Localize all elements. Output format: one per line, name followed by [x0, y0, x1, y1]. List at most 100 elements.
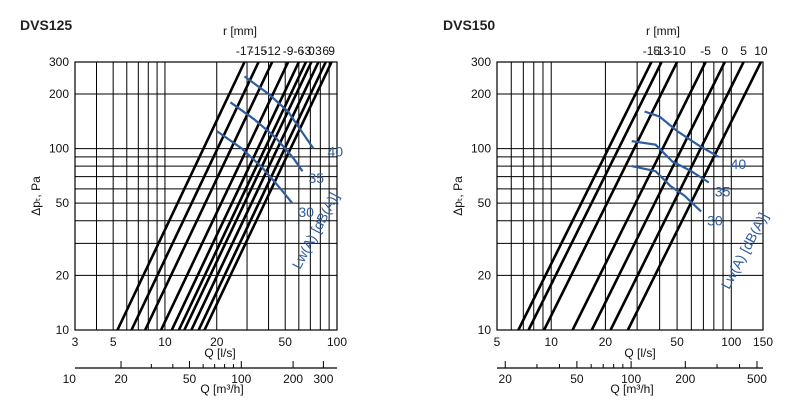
sound-curve-40: [243, 75, 315, 150]
sound-curve-label: 30: [707, 212, 723, 228]
r-tick-labels: -15-13-10 -5 0 5 10: [643, 44, 768, 58]
sound-curve-label: 40: [327, 144, 343, 160]
x-axis-label: Q [l/s]: [204, 346, 235, 360]
chart-title: DVS125: [20, 17, 72, 33]
y-tick-label: 200: [471, 87, 491, 101]
x2-tick-label: 100: [621, 372, 641, 386]
r-tick-label: -3: [301, 44, 312, 58]
r-axis-label: r [mm]: [223, 24, 257, 38]
secondary-x-axis: 20 50 100 200 500: [497, 361, 767, 386]
r-tick-label: -6: [293, 44, 304, 58]
r-line: [130, 62, 260, 330]
r-tick-label: -17: [236, 44, 254, 58]
x-tick-label: 10: [158, 335, 172, 349]
r-tick-label: -15: [250, 44, 268, 58]
plot-frame: [496, 61, 764, 331]
x2-tick-label: 10: [63, 372, 77, 386]
r-line: [143, 62, 274, 330]
r-line: [609, 62, 745, 330]
y-tick-labels: 10 20 50 100 200 300: [471, 55, 491, 337]
r-line: [197, 62, 327, 330]
x2-tick-label: 20: [114, 372, 128, 386]
y-tick-label: 10: [478, 323, 492, 337]
r-tick-label: 6: [322, 44, 329, 58]
damper-position-lines: [517, 62, 763, 330]
x-tick-labels: 5 10 20 50 100 150: [494, 335, 774, 349]
r-line: [183, 62, 313, 330]
y-tick-label: 50: [478, 196, 492, 210]
r-line: [571, 62, 707, 330]
y-tick-label: 200: [49, 87, 69, 101]
r-tick-label: 9: [328, 44, 335, 58]
secondary-x-axis: 10 20 50 100 200 300: [63, 361, 337, 386]
r-line: [203, 62, 333, 330]
sound-curve-label: 35: [308, 170, 324, 186]
x2-tick-label: 50: [570, 372, 584, 386]
x2-tick-label: 300: [313, 372, 333, 386]
y-axis-label: Δpₜ, Pa: [451, 176, 465, 216]
grid: [74, 61, 338, 331]
x2-tick-label: 200: [283, 372, 303, 386]
x2-tick-label: 100: [231, 372, 251, 386]
x-tick-label: 150: [753, 335, 773, 349]
r-tick-label: 0: [308, 44, 315, 58]
r-line: [177, 62, 308, 330]
y-tick-label: 300: [49, 55, 69, 69]
sound-curve-30: [216, 130, 294, 204]
r-line: [116, 62, 246, 330]
y-tick-labels: 10 20 50 100 200 300: [49, 55, 69, 337]
y-axis-label: Δpₜ, Pa: [29, 176, 43, 216]
x-tick-label: 5: [494, 335, 501, 349]
sound-curve-30: [631, 165, 702, 213]
x-tick-labels: 3 5 10 20 50 100: [72, 335, 348, 349]
y-tick-label: 50: [56, 196, 70, 210]
y-tick-label: 100: [49, 142, 69, 156]
r-line: [626, 62, 763, 330]
x2-axis-label: Q [m³/h]: [610, 382, 653, 396]
r-tick-label: 5: [740, 44, 747, 58]
r-tick-label: -9: [283, 44, 294, 58]
chart-panel-dvs125: DVS125-17-15-12 -9 -6-30 3 6 9r [mm]403530Lw(…: [20, 17, 347, 396]
sound-level-axis-label: Lw(A) [dB(A)]: [289, 190, 343, 272]
sound-curve-35: [229, 101, 304, 172]
r-line: [527, 62, 663, 330]
r-line: [542, 62, 679, 330]
y-tick-label: 100: [471, 142, 491, 156]
r-line: [159, 62, 290, 330]
y-tick-label: 20: [478, 268, 492, 282]
damper-position-lines: [116, 62, 333, 330]
y-tick-label: 10: [56, 323, 70, 337]
x-tick-label: 50: [279, 335, 293, 349]
r-tick-label: -10: [668, 44, 686, 58]
sound-curve-35: [631, 140, 710, 184]
sound-curve-label: 40: [731, 156, 747, 172]
sound-curve-label: 35: [715, 184, 731, 200]
x-axis-label: Q [l/s]: [624, 346, 655, 360]
r-tick-label: -15: [643, 44, 661, 58]
r-line: [190, 62, 320, 330]
r-tick-label: -5: [700, 44, 711, 58]
x-tick-label: 20: [210, 335, 224, 349]
r-tick-labels: -17-15-12 -9 -6-30 3 6 9: [236, 44, 335, 58]
y-tick-label: 20: [56, 268, 70, 282]
x2-tick-label: 20: [499, 372, 513, 386]
r-tick-label: -13: [653, 44, 671, 58]
r-line: [170, 62, 301, 330]
r-tick-label: 10: [754, 44, 768, 58]
x2-axis-label: Q [m³/h]: [200, 382, 243, 396]
x-tick-label: 3: [72, 335, 79, 349]
x-tick-label: 20: [599, 335, 613, 349]
r-line: [517, 62, 653, 330]
x-tick-label: 100: [327, 335, 347, 349]
x2-tick-label: 200: [675, 372, 695, 386]
x-tick-label: 100: [721, 335, 741, 349]
x-tick-label: 50: [670, 335, 684, 349]
r-tick-label: -12: [264, 44, 282, 58]
x2-tick-label: 500: [747, 372, 767, 386]
r-tick-label: 3: [315, 44, 322, 58]
